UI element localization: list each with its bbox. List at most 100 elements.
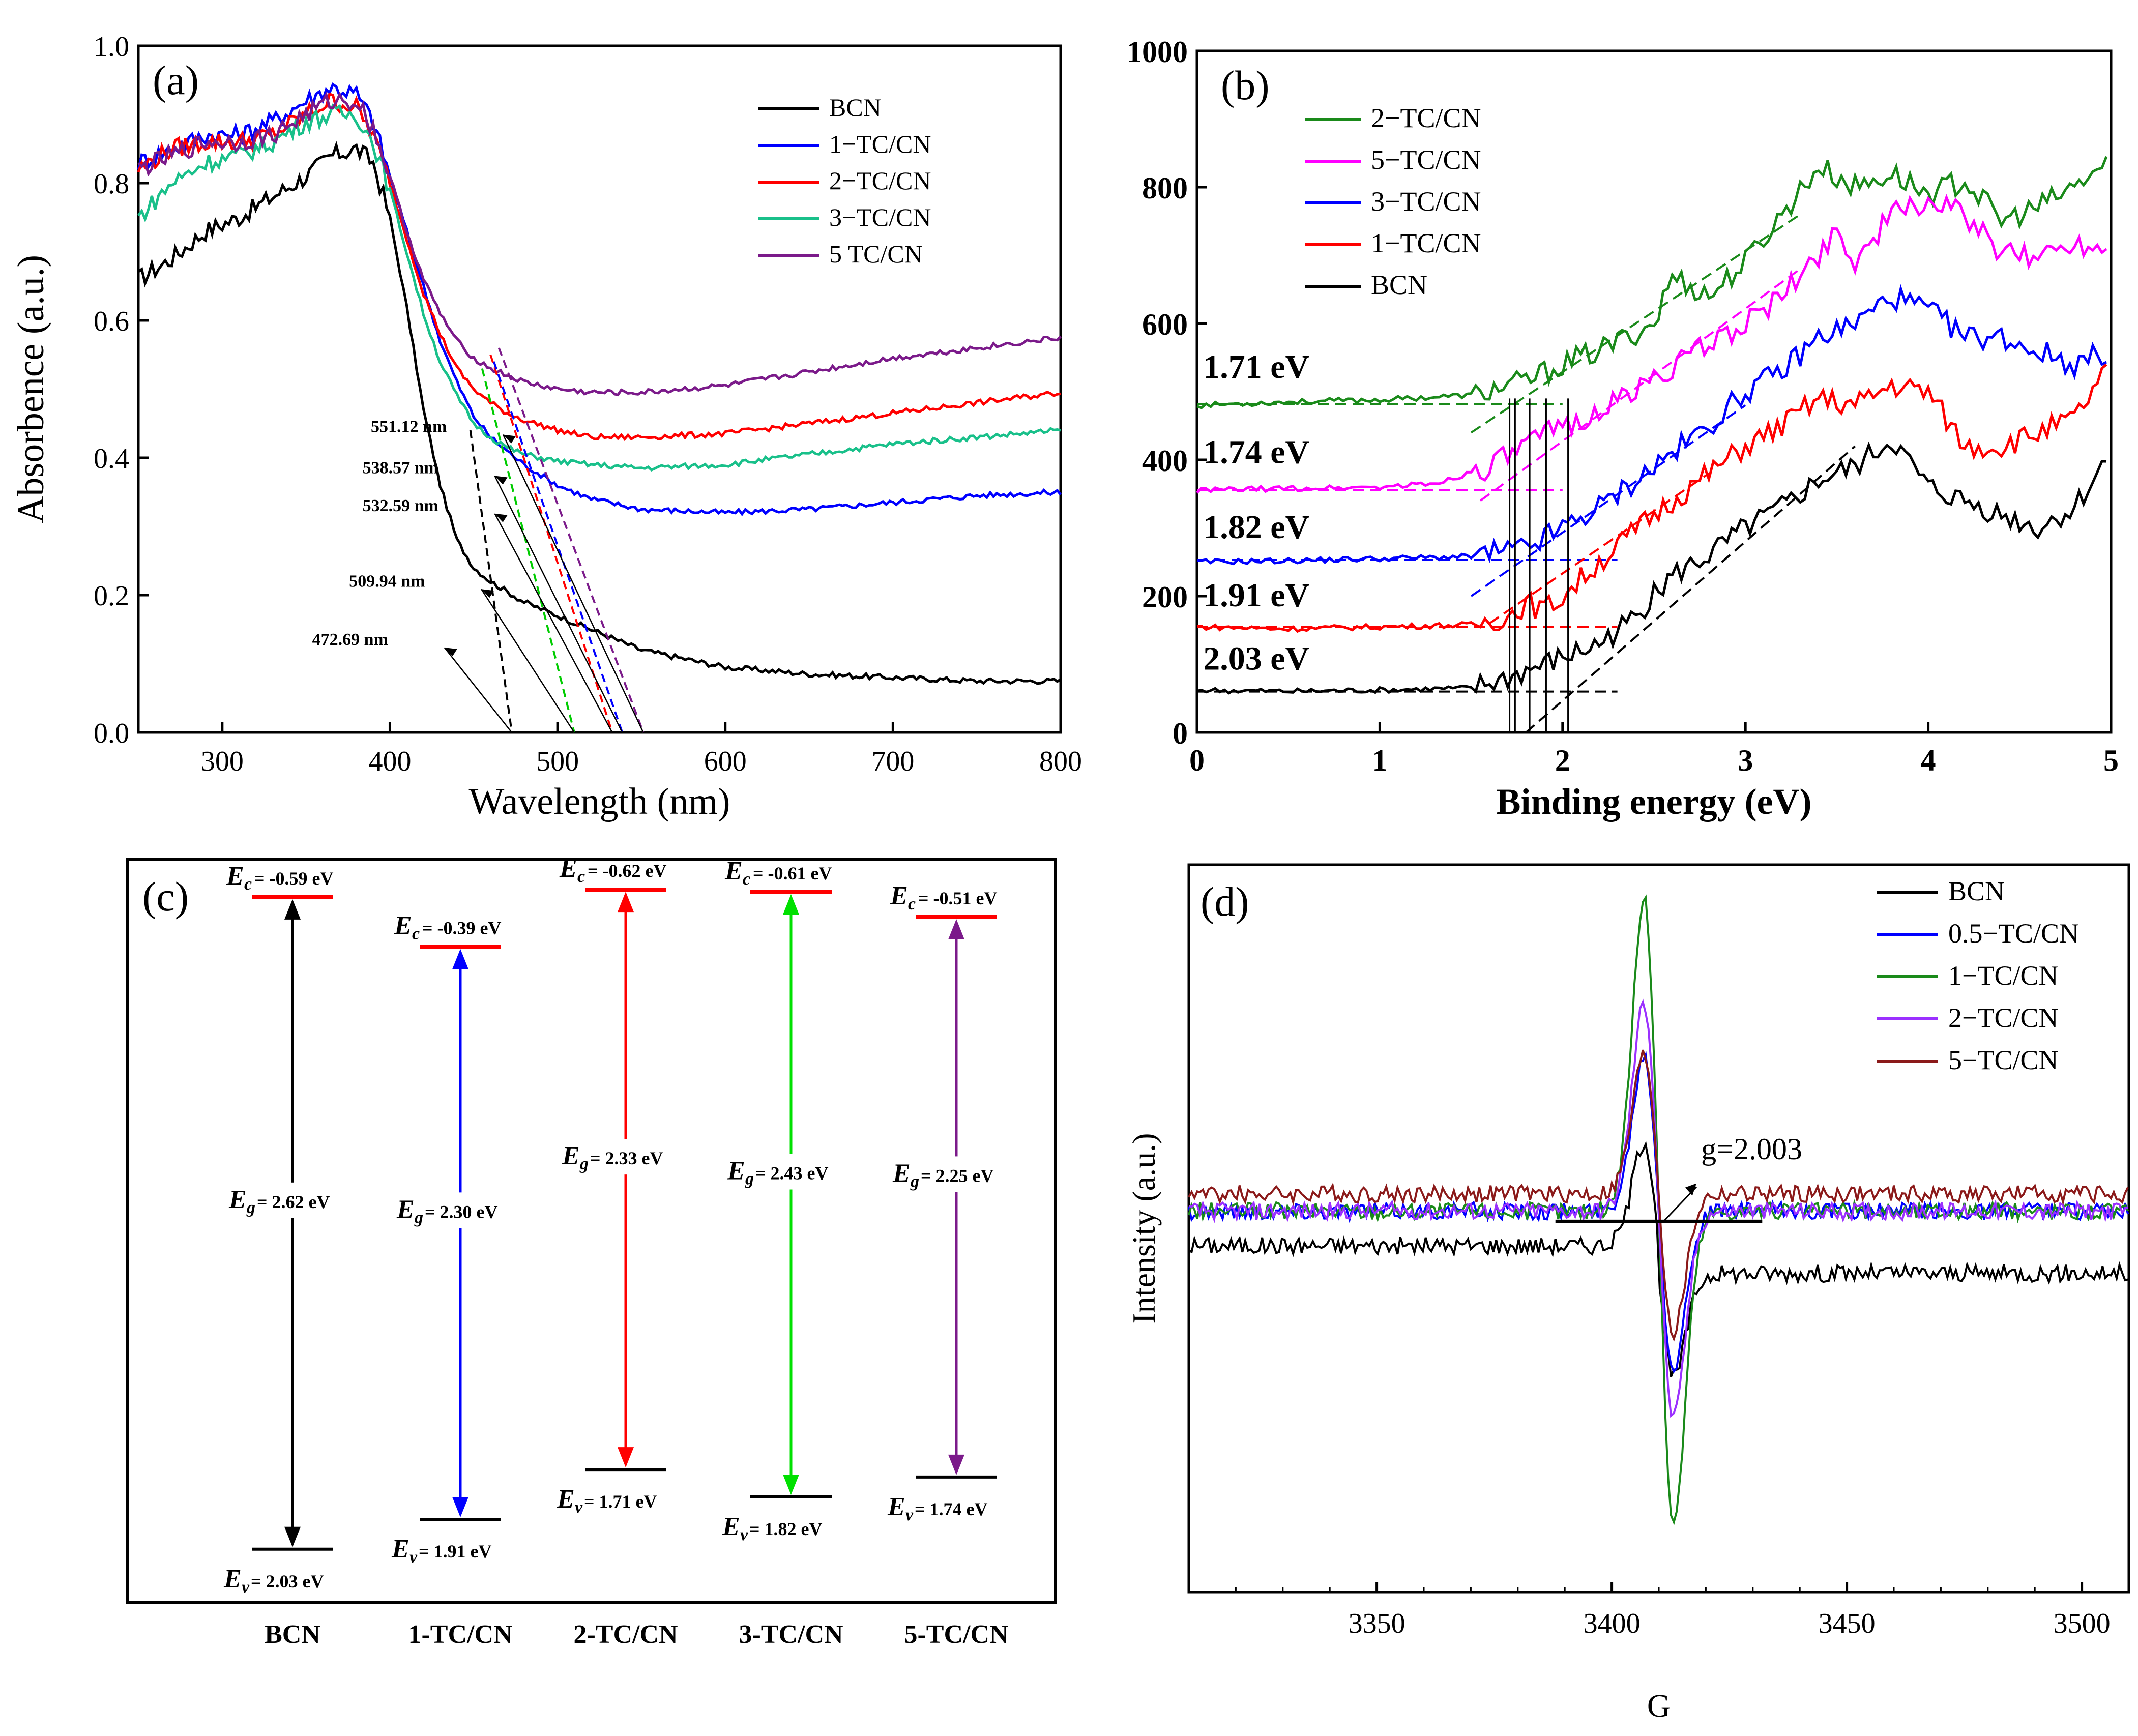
g-value-label: g=2.003	[1701, 1132, 1802, 1166]
category-label: 5-TC/CN	[904, 1620, 1008, 1649]
ec-sub: c	[577, 867, 585, 886]
panel-label: (d)	[1200, 878, 1249, 925]
series-line-2	[137, 92, 1061, 442]
annotation-arrowhead	[503, 434, 516, 444]
y-tick-label: 400	[1142, 444, 1188, 478]
annotation-label: 509.94 nm	[349, 572, 425, 591]
legend-label: BCN	[1948, 876, 2005, 906]
legend-label: 1−TC/CN	[1948, 960, 2058, 991]
x-tick-label: 5	[2103, 744, 2119, 777]
legend-label: 3−TC/CN	[1371, 186, 1481, 217]
ev-sub: v	[740, 1525, 748, 1544]
band-gap-arrowhead-down	[948, 1454, 964, 1475]
band-gap-arrowhead-down	[284, 1526, 301, 1547]
ec-sub: c	[244, 875, 252, 894]
x-tick-label: 500	[536, 746, 579, 777]
ec-label: E	[226, 862, 244, 891]
x-tick-label: 1	[1372, 744, 1387, 777]
ev-sub: v	[409, 1548, 418, 1567]
ev-label: E	[722, 1512, 740, 1541]
eg-value: = 2.62 eV	[257, 1192, 330, 1212]
eg-label-bg	[394, 1192, 526, 1228]
series-line-1	[137, 82, 1062, 516]
band-gap-label: 1.74 eV	[1203, 434, 1309, 471]
x-tick-label: 300	[201, 746, 244, 777]
ec-sub: c	[743, 870, 750, 889]
band-gap-arrowhead-up	[452, 949, 468, 969]
legend-label: 0.5−TC/CN	[1948, 918, 2079, 949]
tangent-line	[469, 430, 513, 733]
eg-sub: g	[246, 1198, 255, 1217]
x-tick-label: 700	[871, 746, 914, 777]
band-gap-label: 1.91 eV	[1203, 577, 1309, 614]
ev-sub: v	[905, 1506, 914, 1524]
panel-d-epr-chart: 3350 3400 3450 3500 G Intensity (a.u.) (d) g=2.…	[1126, 863, 2130, 1724]
x-tick-label: 800	[1039, 746, 1082, 777]
ev-label: E	[223, 1565, 242, 1594]
ev-value: = 1.71 eV	[584, 1491, 657, 1512]
panel-label: (c)	[142, 873, 189, 920]
eg-label: E	[396, 1195, 415, 1224]
g-value-arrowhead	[1685, 1183, 1696, 1196]
x-axis-label: Wavelength (nm)	[469, 781, 730, 822]
tangent-line	[497, 347, 645, 733]
diagram-frame	[126, 858, 1057, 1604]
legend-label: 2−TC/CN	[1948, 1003, 2058, 1033]
eg-sub: g	[579, 1155, 589, 1173]
y-tick-label: 600	[1142, 308, 1188, 341]
annotation-arrow	[502, 434, 644, 733]
x-tick-label: 400	[368, 746, 411, 777]
band-gap-label: 1.71 eV	[1203, 348, 1309, 386]
ev-sub: v	[575, 1498, 583, 1517]
band-gap-arrowhead-up	[618, 892, 634, 913]
x-tick-label: 0	[1189, 744, 1205, 777]
eg-label: E	[892, 1159, 911, 1188]
ec-label: E	[890, 881, 908, 910]
annotation-arrowhead	[494, 476, 508, 485]
band-gap-arrowhead-down	[618, 1447, 634, 1468]
series-line-0	[137, 140, 1062, 685]
ec-value: = -0.51 eV	[918, 888, 997, 908]
ev-value: = 1.82 eV	[749, 1519, 823, 1539]
ec-label: E	[559, 854, 577, 883]
series-line-0	[1188, 1140, 2128, 1377]
x-axis-label: G	[1647, 1688, 1671, 1724]
ev-label: E	[557, 1485, 575, 1514]
series-line-4	[137, 91, 1062, 397]
x-tick-label: 3450	[1819, 1608, 1876, 1639]
legend-label: 5−TC/CN	[1948, 1045, 2058, 1075]
y-tick-label: 0	[1173, 717, 1188, 750]
eg-value: = 2.25 eV	[921, 1165, 994, 1186]
ec-value: = -0.62 eV	[588, 861, 666, 881]
y-tick-label: 1.0	[94, 31, 129, 63]
band-gap-arrowhead-up	[284, 899, 301, 920]
x-tick-label: 600	[704, 746, 747, 777]
panel-b-binding-energy-chart: 0 1 2 3 4 5 0 200 400 600 800 1000 Binding energy (e…	[1127, 35, 2119, 822]
band-gap-arrowhead-up	[783, 894, 799, 915]
ec-label: E	[394, 911, 412, 940]
fit-dashed-line	[1479, 268, 1801, 502]
panel-label: (a)	[153, 57, 199, 103]
eg-label-bg	[560, 1139, 692, 1175]
eg-sub: g	[745, 1170, 754, 1189]
annotation-arrow	[494, 475, 623, 733]
x-tick-label: 3350	[1349, 1608, 1405, 1639]
eg-sub: g	[414, 1208, 423, 1227]
y-axis-label: Absorbence (a.u.)	[10, 255, 52, 523]
category-label: BCN	[265, 1620, 320, 1649]
y-tick-label: 1000	[1127, 35, 1188, 69]
eg-label: E	[727, 1157, 745, 1186]
band-gap-label: 1.82 eV	[1203, 509, 1309, 546]
tangent-line	[481, 368, 575, 733]
eg-label-bg	[725, 1154, 857, 1190]
ev-value: = 1.91 eV	[419, 1541, 492, 1562]
x-axis-label: Binding energy (eV)	[1497, 781, 1812, 822]
fit-dashed-line	[1470, 404, 1746, 597]
x-tick-label: 3400	[1584, 1608, 1641, 1639]
legend-label: BCN	[829, 93, 882, 122]
panel-a-absorbance-chart: 300 400 500 600 700 800 0.0 0.2 0.4 0.6 0.8 1.0 Wave…	[10, 31, 1082, 822]
band-gap-arrowhead-down	[452, 1497, 468, 1518]
eg-label: E	[562, 1141, 580, 1170]
plot-frame	[137, 44, 1062, 734]
